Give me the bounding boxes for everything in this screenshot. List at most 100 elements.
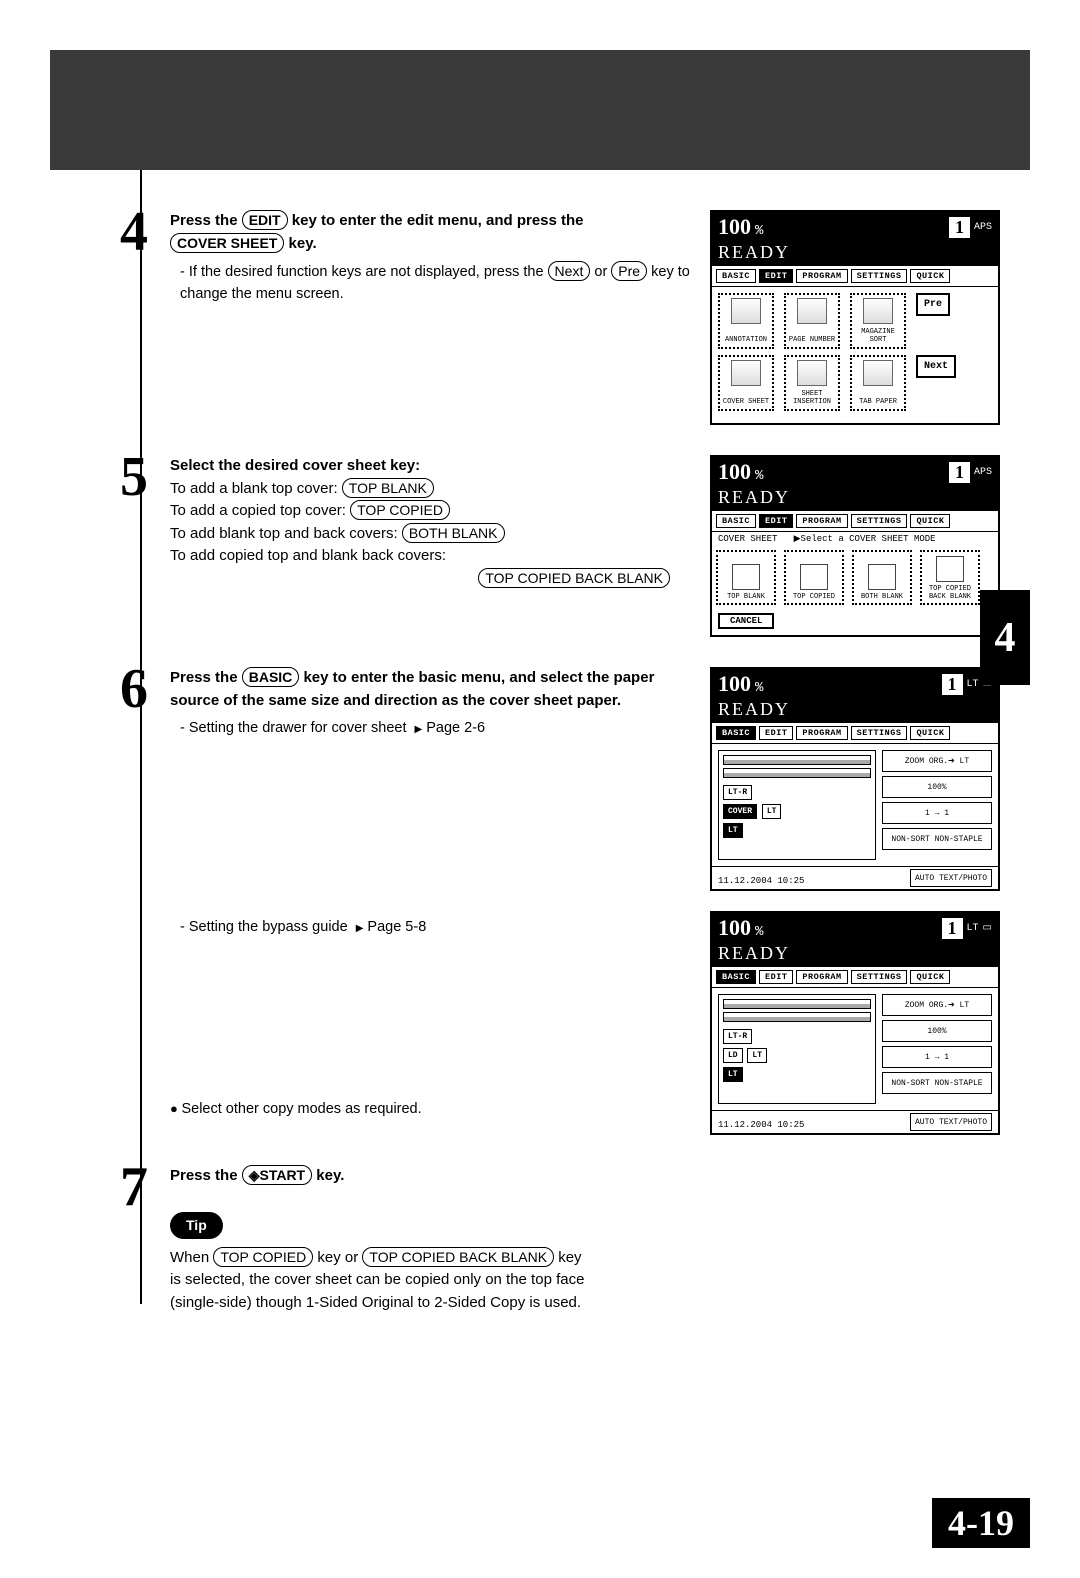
tab-settings[interactable]: SETTINGS <box>851 269 908 283</box>
top-blank-key: TOP BLANK <box>342 478 434 498</box>
text: Press the <box>170 212 242 229</box>
step-7: 7 Press the ◈START key. Tip When TOP COP… <box>170 1165 1000 1314</box>
tab-edit[interactable]: EDIT <box>759 269 793 283</box>
text: key to enter the edit menu, and press th… <box>292 212 584 229</box>
edit-key: EDIT <box>242 210 288 230</box>
count: 1 <box>942 674 963 695</box>
screen-1-edit-menu: 100% 1 APS READY BASIC EDIT PROGRAM SETT… <box>710 210 1000 425</box>
tab-edit[interactable]: EDIT <box>759 970 793 984</box>
sort-box[interactable]: NON-SORT NON-STAPLE <box>882 828 992 850</box>
pre-button[interactable]: Pre <box>916 293 950 316</box>
tab-row: BASIC EDIT PROGRAM SETTINGS QUICK <box>712 510 998 532</box>
tray-2a[interactable]: COVER <box>723 804 757 819</box>
start-key: ◈START <box>242 1165 312 1185</box>
tab-quick[interactable]: QUICK <box>910 726 950 740</box>
zoom: 100 <box>718 459 751 484</box>
top-copied-key: TOP COPIED <box>350 500 450 520</box>
tab-program[interactable]: PROGRAM <box>796 726 847 740</box>
magazine-sort-button[interactable]: MAGAZINE SORT <box>850 293 906 349</box>
sheet-insertion-button[interactable]: SHEET INSERTION <box>784 355 840 411</box>
step-5-text: Select the desired cover sheet key: To a… <box>170 455 690 590</box>
zoom: 100 <box>718 214 751 239</box>
tab-paper-button[interactable]: TAB PAPER <box>850 355 906 411</box>
tray-2a[interactable]: LD <box>723 1048 743 1063</box>
tab-edit[interactable]: EDIT <box>759 726 793 740</box>
cover-sheet-button[interactable]: COVER SHEET <box>718 355 774 411</box>
auto-box[interactable]: AUTO TEXT/PHOTO <box>910 869 992 887</box>
one-to-one[interactable]: 1 → 1 <box>882 802 992 824</box>
top-copied-back-blank-button[interactable]: TOP COPIED BACK BLANK <box>920 550 980 605</box>
tab-program[interactable]: PROGRAM <box>796 970 847 984</box>
step-6-text: Press the BASIC key to enter the basic m… <box>170 667 690 740</box>
top-copied-button[interactable]: TOP COPIED <box>784 550 844 605</box>
text: key or <box>317 1249 362 1266</box>
org: ORG.➜ LT <box>929 1000 969 1010</box>
tab-basic[interactable]: BASIC <box>716 514 756 528</box>
tab-settings[interactable]: SETTINGS <box>851 970 908 984</box>
text: or <box>594 264 611 280</box>
mode: APS <box>974 467 992 478</box>
cancel-button[interactable]: CANCEL <box>718 613 774 629</box>
count: 1 <box>949 217 970 238</box>
text: - If the desired function keys are not d… <box>180 264 548 280</box>
pct: % <box>755 223 763 239</box>
tray-1[interactable]: LT-R <box>723 1029 752 1044</box>
zoom: 100 <box>718 915 751 940</box>
tab-basic[interactable]: BASIC <box>716 269 756 283</box>
next-button[interactable]: Next <box>916 355 956 378</box>
text: Select other copy modes as required. <box>170 1099 690 1121</box>
tab-quick[interactable]: QUICK <box>910 514 950 528</box>
page-number: 4-19 <box>932 1498 1030 1548</box>
tray-3[interactable]: LT <box>723 823 743 838</box>
mode: LT <box>967 923 979 934</box>
tab-basic[interactable]: BASIC <box>716 970 756 984</box>
tray-2b[interactable]: LT <box>747 1048 767 1063</box>
annotation-button[interactable]: ANNOTATION <box>718 293 774 349</box>
tray-diagram: LT-R COVER LT LT <box>718 750 876 860</box>
top-blank-button[interactable]: TOP BLANK <box>716 550 776 605</box>
next-key: Next <box>548 261 591 281</box>
tab-settings[interactable]: SETTINGS <box>851 514 908 528</box>
page-content: 4 Press the EDIT key to enter the edit m… <box>0 170 1080 1384</box>
left-rule <box>140 170 142 1304</box>
zoom-val: 100% <box>882 1020 992 1042</box>
sort-box[interactable]: NON-SORT NON-STAPLE <box>882 1072 992 1094</box>
text: When <box>170 1249 213 1266</box>
step-4-number: 4 <box>120 200 148 264</box>
org: ORG.➜ LT <box>929 756 969 766</box>
label: PAGE NUMBER <box>789 336 835 344</box>
tray-3[interactable]: LT <box>723 1067 743 1082</box>
tab-edit[interactable]: EDIT <box>759 514 793 528</box>
step-6-number: 6 <box>120 657 148 721</box>
tab-settings[interactable]: SETTINGS <box>851 726 908 740</box>
zoom-box[interactable]: ZOOM ORG.➜ LT <box>882 750 992 772</box>
tab-basic[interactable]: BASIC <box>716 726 756 740</box>
top-copied-back-blank-key: TOP COPIED BACK BLANK <box>362 1247 554 1267</box>
mode: APS <box>974 222 992 233</box>
tip-label: Tip <box>170 1212 223 1239</box>
tray-2b[interactable]: LT <box>762 804 782 819</box>
cover-sheet-key: COVER SHEET <box>170 233 284 253</box>
page-number-button[interactable]: PAGE NUMBER <box>784 293 840 349</box>
both-blank-button[interactable]: BOTH BLANK <box>852 550 912 605</box>
text: To add copied top and blank back covers: <box>170 545 690 568</box>
datetime: 11.12.2004 10:25 <box>718 1120 804 1130</box>
auto-box[interactable]: AUTO TEXT/PHOTO <box>910 1113 992 1131</box>
datetime: 11.12.2004 10:25 <box>718 876 804 886</box>
ready: READY <box>718 487 790 508</box>
step-7-number: 7 <box>120 1155 148 1219</box>
tab-quick[interactable]: QUICK <box>910 970 950 984</box>
count: 1 <box>949 462 970 483</box>
one-to-one[interactable]: 1 → 1 <box>882 1046 992 1068</box>
tab-quick[interactable]: QUICK <box>910 269 950 283</box>
text: To add a blank top cover: <box>170 480 342 497</box>
label: ZOOM <box>905 1001 924 1010</box>
zoom-box[interactable]: ZOOM ORG.➜ LT <box>882 994 992 1016</box>
tab-program[interactable]: PROGRAM <box>796 269 847 283</box>
tab-row: BASIC EDIT PROGRAM SETTINGS QUICK <box>712 722 998 744</box>
tray-1[interactable]: LT-R <box>723 785 752 800</box>
tab-program[interactable]: PROGRAM <box>796 514 847 528</box>
pct: % <box>755 924 763 940</box>
tray-diagram: LT-R LD LT LT <box>718 994 876 1104</box>
label: SHEET INSERTION <box>788 390 836 406</box>
